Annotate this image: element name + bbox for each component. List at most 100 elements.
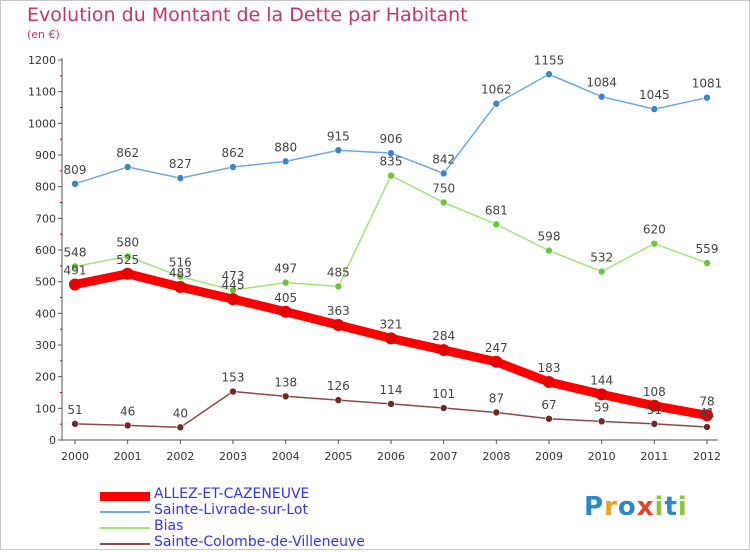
data-point: [176, 174, 185, 182]
data-point: [492, 408, 501, 417]
y-tick-label: 400: [35, 307, 56, 320]
x-tick-label: 2006: [377, 450, 405, 463]
data-point: [648, 399, 661, 412]
logo-letter: P: [584, 492, 605, 522]
x-tick-label: 2007: [430, 450, 458, 463]
x-tick-label: 2001: [114, 450, 142, 463]
data-label: 827: [169, 157, 192, 171]
data-label: 284: [432, 329, 455, 343]
data-label: 114: [380, 383, 403, 397]
data-point: [437, 344, 450, 357]
data-point: [490, 355, 503, 368]
x-tick-label: 2010: [588, 450, 616, 463]
chart-title: Evolution du Montant de la Dette par Hab…: [27, 4, 468, 26]
data-point: [281, 157, 290, 166]
data-point: [334, 396, 343, 404]
data-point: [71, 420, 79, 428]
data-label: 862: [116, 146, 139, 160]
data-label: 620: [643, 223, 666, 237]
data-label: 1062: [481, 83, 512, 97]
data-label: 835: [380, 155, 403, 169]
data-label: 445: [222, 278, 245, 292]
y-tick-label: 700: [35, 212, 56, 225]
chart-subtitle: (en €): [27, 28, 60, 41]
data-point: [176, 423, 185, 432]
data-label: 153: [222, 371, 245, 385]
data-label: 559: [696, 242, 719, 256]
data-label: 750: [432, 182, 455, 196]
legend-swatch: [100, 511, 150, 513]
data-label: 1081: [692, 77, 723, 91]
data-point: [492, 99, 501, 108]
data-point: [439, 404, 448, 412]
data-point: [69, 278, 81, 291]
logo-letter: r: [604, 492, 618, 522]
data-point: [334, 146, 343, 155]
y-tick-label: 600: [35, 244, 56, 257]
logo-letter: i: [654, 492, 665, 522]
data-point: [123, 163, 132, 171]
y-tick-label: 500: [35, 276, 56, 289]
data-label: 473: [222, 269, 245, 283]
data-point: [332, 319, 345, 332]
data-label: 1045: [639, 88, 670, 102]
y-tick-label: 0: [49, 434, 56, 447]
data-label: 51: [67, 403, 82, 417]
logo-letter: t: [664, 492, 678, 522]
legend-label: Bias: [154, 518, 184, 534]
y-tick-label: 800: [35, 181, 56, 194]
data-label: 497: [274, 262, 297, 276]
proxiti-logo: Proxiti: [584, 492, 688, 522]
data-label: 1155: [534, 53, 565, 67]
y-tick-label: 900: [35, 149, 56, 162]
data-label: 59: [594, 400, 609, 414]
data-point: [387, 171, 395, 180]
data-label: 138: [274, 375, 297, 389]
data-label: 108: [643, 385, 666, 399]
data-label: 51: [647, 403, 662, 417]
data-label: 67: [541, 398, 556, 412]
data-point: [439, 169, 448, 178]
data-point: [334, 282, 343, 291]
data-label: 78: [699, 394, 714, 408]
y-tick-label: 1100: [28, 86, 56, 99]
data-point: [71, 262, 79, 271]
data-label: 485: [327, 265, 350, 279]
y-tick-label: 300: [35, 339, 56, 352]
data-label: 126: [327, 379, 350, 393]
data-point: [279, 305, 292, 318]
data-point: [701, 409, 713, 422]
logo-letter: i: [677, 492, 688, 522]
data-label: 580: [116, 235, 139, 249]
x-tick-label: 2008: [482, 450, 510, 463]
x-tick-label: 2003: [219, 450, 247, 463]
logo-letter: x: [636, 492, 655, 522]
data-point: [121, 267, 134, 280]
legend-label: Sainte-Livrade-sur-Lot: [154, 502, 308, 518]
data-point: [174, 281, 187, 294]
data-label: 144: [590, 373, 613, 387]
x-tick-label: 2000: [61, 450, 89, 463]
data-point: [385, 332, 397, 345]
data-point: [597, 92, 606, 101]
x-tick-label: 2002: [166, 450, 194, 463]
data-point: [123, 421, 132, 430]
data-label: 880: [274, 140, 297, 154]
data-point: [650, 420, 659, 428]
data-point: [545, 246, 553, 255]
y-tick-label: 1000: [28, 117, 56, 130]
data-point: [176, 272, 185, 281]
data-label: 247: [485, 341, 508, 355]
data-label: 183: [538, 361, 561, 375]
data-point: [545, 70, 553, 79]
y-tick-label: 200: [35, 371, 56, 384]
data-point: [387, 400, 395, 408]
data-label: 40: [173, 406, 188, 420]
x-tick-label: 2009: [535, 450, 563, 463]
data-label: 41: [699, 406, 714, 420]
data-label: 842: [432, 152, 455, 166]
data-label: 1084: [586, 76, 617, 90]
data-point: [229, 387, 237, 396]
legend-swatch: [100, 543, 150, 545]
